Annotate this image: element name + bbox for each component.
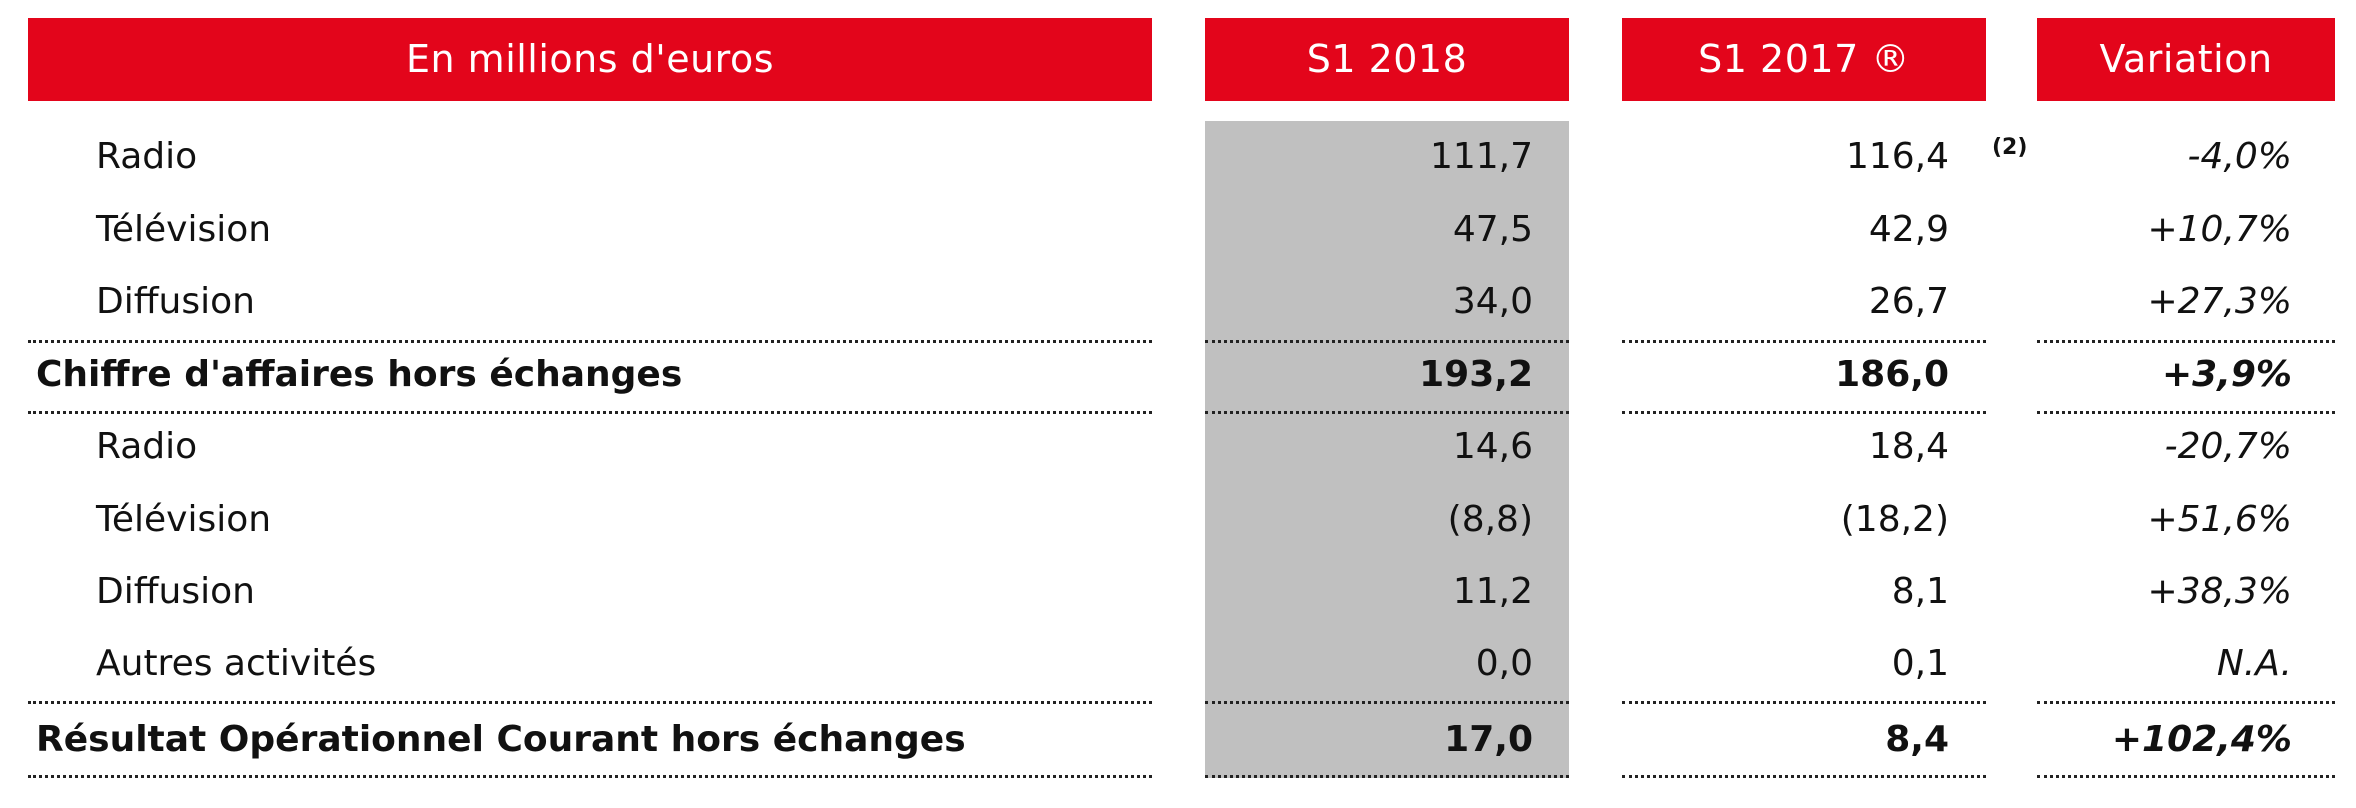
- s1-2018-value: 193,2: [1419, 354, 1533, 395]
- row-divider: [28, 411, 1152, 414]
- variation-value: -4,0%: [2187, 136, 2292, 177]
- table-row: Diffusion 34,0 26,7 +27,3%: [0, 272, 2356, 332]
- row-divider: [1205, 701, 1569, 704]
- s1-2018-value: (8,8): [1447, 499, 1533, 540]
- s1-2017-value: 8,1: [1891, 571, 1949, 612]
- row-divider: [28, 701, 1152, 704]
- header-label-column: En millions d'euros: [28, 18, 1152, 101]
- variation-value: +38,3%: [2147, 571, 2292, 612]
- s1-2018-value: 111,7: [1429, 136, 1533, 177]
- row-label: Diffusion: [96, 281, 255, 322]
- row-divider: [1205, 411, 1569, 414]
- row-label: Radio: [96, 426, 198, 467]
- s1-2018-value: 47,5: [1452, 209, 1533, 250]
- row-divider: [2037, 340, 2335, 343]
- table-row-subtotal: Chiffre d'affaires hors échanges 193,2 1…: [0, 345, 2356, 405]
- table-row: Télévision 47,5 42,9 +10,7%: [0, 200, 2356, 260]
- header-variation: Variation: [2037, 18, 2335, 101]
- s1-2017-value: 18,4: [1868, 426, 1949, 467]
- row-label: Télévision: [96, 499, 272, 540]
- table-row: Diffusion 11,2 8,1 +38,3%: [0, 562, 2356, 622]
- row-divider: [1205, 340, 1569, 343]
- variation-value: +27,3%: [2147, 281, 2292, 322]
- header-s1-2017: S1 2017 ®: [1622, 18, 1986, 101]
- row-label: Résultat Opérationnel Courant hors échan…: [36, 719, 966, 760]
- table-row: Autres activités 0,0 0,1 N.A.: [0, 634, 2356, 694]
- header-s1-2018: S1 2018: [1205, 18, 1569, 101]
- s1-2017-value: (18,2): [1840, 499, 1949, 540]
- variation-value: +10,7%: [2147, 209, 2292, 250]
- row-label: Télévision: [96, 209, 272, 250]
- row-divider: [1622, 701, 1986, 704]
- row-divider: [2037, 775, 2335, 778]
- table-row: Télévision (8,8) (18,2) +51,6%: [0, 490, 2356, 550]
- row-divider: [1205, 775, 1569, 778]
- s1-2018-column-highlight: [1205, 121, 1569, 778]
- variation-value: -20,7%: [2164, 426, 2292, 467]
- variation-value: +102,4%: [2111, 719, 2292, 760]
- s1-2018-value: 17,0: [1444, 719, 1533, 760]
- table-row: Radio 14,6 18,4 -20,7%: [0, 417, 2356, 477]
- s1-2017-value: 186,0: [1835, 354, 1949, 395]
- row-divider: [2037, 411, 2335, 414]
- s1-2017-value: 0,1: [1891, 643, 1949, 684]
- row-divider: [28, 340, 1152, 343]
- s1-2018-value: 0,0: [1475, 643, 1533, 684]
- row-label: Autres activités: [96, 643, 377, 684]
- row-label: Diffusion: [96, 571, 255, 612]
- s1-2018-value: 14,6: [1452, 426, 1533, 467]
- row-divider: [2037, 701, 2335, 704]
- variation-value: +3,9%: [2161, 354, 2292, 395]
- row-divider: [28, 775, 1152, 778]
- footnote-marker: (2): [1992, 135, 2028, 160]
- s1-2017-value: 116,4: [1845, 136, 1949, 177]
- row-divider: [1622, 340, 1986, 343]
- row-divider: [1622, 411, 1986, 414]
- row-label: Radio: [96, 136, 198, 177]
- s1-2018-value: 11,2: [1452, 571, 1533, 612]
- s1-2017-value: 8,4: [1885, 719, 1949, 760]
- table-row: Radio 111,7 116,4 -4,0%: [0, 127, 2356, 187]
- variation-value: N.A.: [2216, 643, 2292, 684]
- row-divider: [1622, 775, 1986, 778]
- s1-2018-value: 34,0: [1452, 281, 1533, 322]
- row-label: Chiffre d'affaires hors échanges: [36, 354, 683, 395]
- s1-2017-value: 42,9: [1868, 209, 1949, 250]
- s1-2017-value: 26,7: [1868, 281, 1949, 322]
- variation-value: +51,6%: [2147, 499, 2292, 540]
- table-row-total: Résultat Opérationnel Courant hors échan…: [0, 710, 2356, 770]
